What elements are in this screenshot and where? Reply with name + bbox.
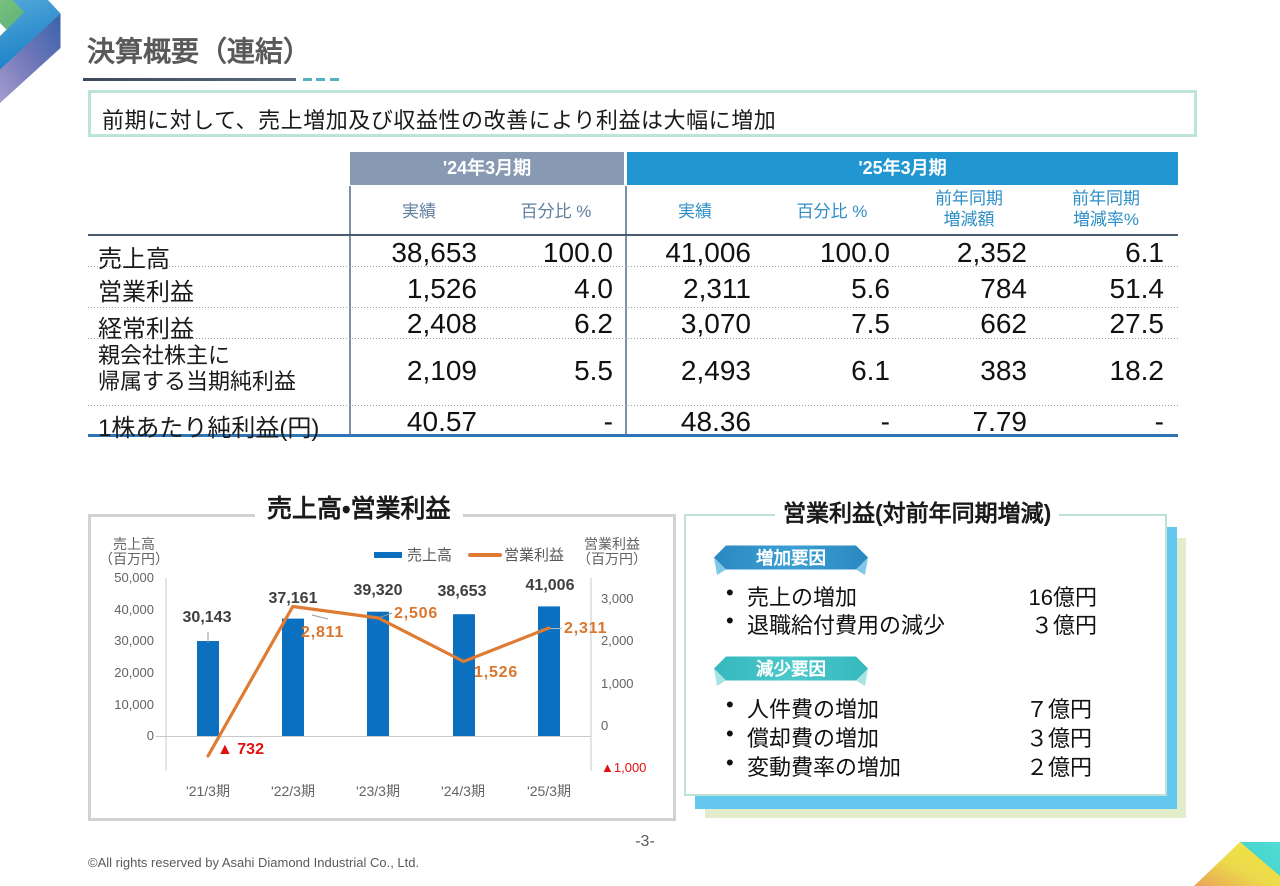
svg-text:増加要因: 増加要因 <box>756 548 826 568</box>
svg-text:減少要因: 減少要因 <box>756 659 826 679</box>
